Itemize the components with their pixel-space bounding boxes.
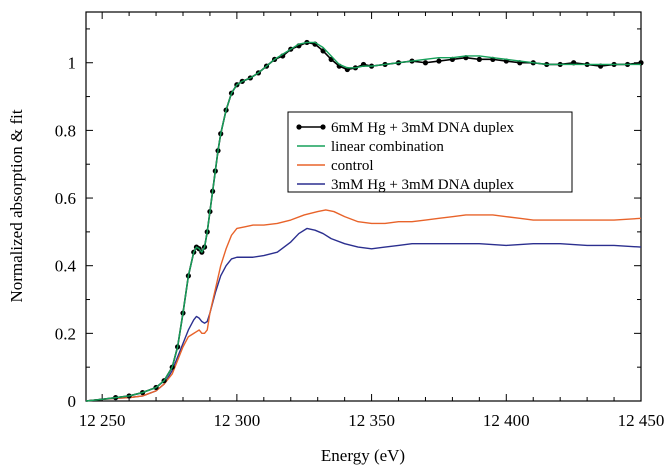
x-axis: 12 250 12 300 12 350 12 400 12 450 bbox=[79, 12, 665, 430]
series-line-3mm-hg-3mm-dna-duplex bbox=[85, 227, 642, 402]
legend-label: control bbox=[331, 158, 374, 174]
y-tick-label: 1 bbox=[68, 54, 77, 73]
legend-label: linear combination bbox=[331, 139, 444, 155]
series-layer bbox=[85, 39, 644, 402]
x-tick-label: 12 350 bbox=[348, 411, 395, 430]
x-tick-label: 12 300 bbox=[213, 411, 260, 430]
y-tick-label: 0.8 bbox=[55, 121, 76, 140]
legend-box bbox=[287, 111, 573, 193]
legend-label: 6mM Hg + 3mM DNA duplex bbox=[331, 120, 515, 136]
series-point bbox=[436, 58, 442, 64]
series-line-linear-combination bbox=[85, 41, 641, 402]
x-tick-label: 12 450 bbox=[618, 411, 665, 430]
y-tick-label: 0.4 bbox=[55, 257, 77, 276]
legend-marker bbox=[296, 124, 302, 130]
y-tick-label: 0 bbox=[68, 392, 77, 411]
legend-marker bbox=[320, 124, 326, 130]
series-point bbox=[476, 56, 482, 62]
x-tick-label: 12 400 bbox=[483, 411, 530, 430]
x-axis-title: Energy (eV) bbox=[321, 446, 405, 465]
y-axis-title: Normalized absorption & fit bbox=[7, 109, 26, 302]
series-point bbox=[422, 60, 429, 66]
series-line-control bbox=[85, 209, 642, 402]
y-tick-label: 0.2 bbox=[55, 324, 76, 343]
plot-frame bbox=[85, 11, 642, 402]
x-tick-label: 12 250 bbox=[79, 411, 126, 430]
y-tick-label: 0.6 bbox=[55, 189, 76, 208]
legend: 6mM Hg + 3mM DNA duplex linear combinatio… bbox=[287, 111, 573, 193]
legend-label: 3mM Hg + 3mM DNA duplex bbox=[331, 177, 515, 193]
